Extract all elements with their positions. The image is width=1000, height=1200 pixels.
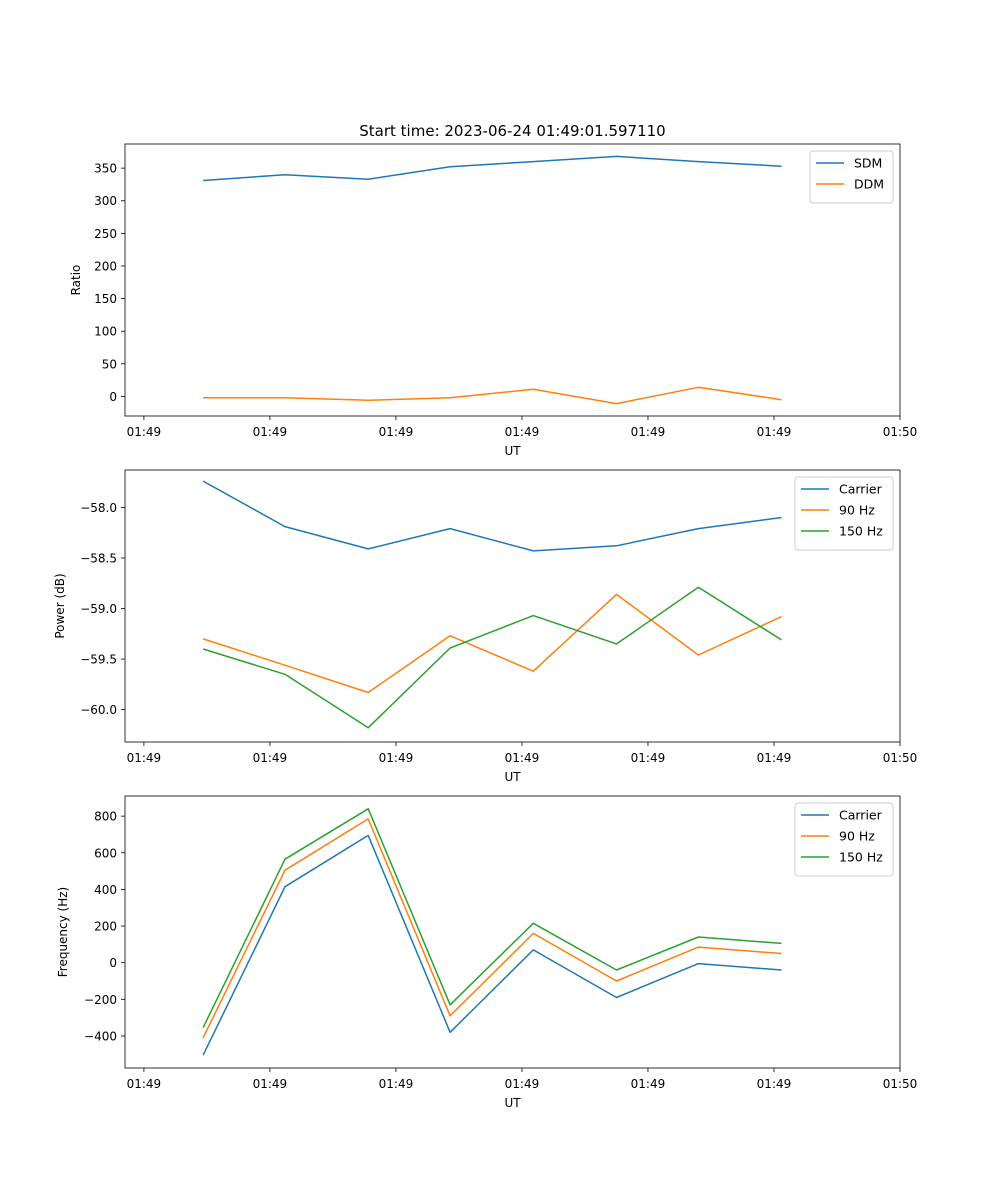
- series-line-90-hz: [202, 818, 782, 1039]
- x-tick-label: 01:49: [757, 751, 792, 765]
- legend-entry: 90 Hz: [839, 829, 875, 844]
- x-tick-label: 01:49: [631, 1077, 666, 1091]
- legend-entry: DDM: [854, 177, 884, 192]
- legend-entry: 90 Hz: [839, 503, 875, 518]
- x-tick-label: 01:49: [631, 751, 666, 765]
- series-line-carrier: [202, 834, 782, 1056]
- series-line-sdm: [203, 155, 782, 182]
- y-tick-label: −59.5: [80, 653, 117, 667]
- y-axis-label: Frequency (Hz): [56, 887, 70, 978]
- x-axis-label: UT: [504, 770, 521, 784]
- x-tick-label: 01:49: [127, 425, 162, 439]
- x-tick-label: 01:49: [631, 425, 666, 439]
- y-tick-label: −59.0: [80, 602, 117, 616]
- y-tick-label: −60.0: [80, 703, 117, 717]
- y-tick-label: 50: [102, 357, 117, 371]
- y-tick-label: −58.5: [80, 551, 117, 565]
- legend-entry: Carrier: [839, 482, 883, 497]
- x-tick-label: 01:49: [505, 751, 540, 765]
- y-tick-label: 600: [94, 846, 117, 860]
- x-tick-label: 01:49: [379, 425, 414, 439]
- chart-panel-3: 01:49 01:49 01:49 01:49 01:49 01:49 01:50 −400 −…: [56, 795, 918, 1110]
- y-tick-label: 150: [94, 292, 117, 306]
- y-tick-label: 350: [94, 162, 117, 176]
- series-line-90-hz: [202, 593, 782, 694]
- series-line-ddm: [203, 386, 782, 405]
- series-line-150-hz: [202, 586, 782, 729]
- axes-frame: [124, 795, 901, 1069]
- y-tick-label: −400: [84, 1029, 117, 1043]
- x-tick-label: 01:49: [253, 1077, 288, 1091]
- x-axis-label: UT: [504, 444, 521, 458]
- figure-title: Start time: 2023-06-24 01:49:01.597110: [359, 122, 665, 140]
- x-tick-label: 01:49: [127, 751, 162, 765]
- legend-entry: 150 Hz: [839, 524, 883, 539]
- axes-frame: [124, 469, 901, 743]
- y-tick-label: 200: [94, 259, 117, 273]
- y-tick-label: 400: [94, 883, 117, 897]
- legend: Carrier 90 Hz 150 Hz: [794, 802, 894, 877]
- axes-frame: [124, 143, 901, 417]
- legend-entry: Carrier: [839, 808, 883, 823]
- x-tick-label: 01:49: [253, 425, 288, 439]
- x-tick-label: 01:49: [505, 1077, 540, 1091]
- x-tick-label: 01:50: [883, 1077, 918, 1091]
- y-tick-label: 250: [94, 227, 117, 241]
- series-line-150-hz: [202, 808, 782, 1029]
- x-tick-label: 01:49: [127, 1077, 162, 1091]
- legend-box: [809, 150, 894, 204]
- x-tick-label: 01:50: [883, 425, 918, 439]
- x-tick-label: 01:49: [505, 425, 540, 439]
- legend: Carrier 90 Hz 150 Hz: [794, 476, 894, 551]
- x-tick-label: 01:50: [883, 751, 918, 765]
- x-tick-label: 01:49: [757, 1077, 792, 1091]
- x-tick-label: 01:49: [253, 751, 288, 765]
- y-axis-label: Power (dB): [53, 573, 67, 638]
- x-tick-label: 01:49: [757, 425, 792, 439]
- y-tick-label: −200: [84, 993, 117, 1007]
- legend-entry: SDM: [854, 156, 882, 171]
- x-tick-label: 01:49: [379, 751, 414, 765]
- y-tick-label: 200: [94, 920, 117, 934]
- x-axis-label: UT: [504, 1096, 521, 1110]
- y-tick-label: 100: [94, 325, 117, 339]
- y-tick-label: −58.0: [80, 501, 117, 515]
- y-tick-label: 0: [109, 956, 117, 970]
- y-tick-label: 0: [109, 390, 117, 404]
- y-tick-label: 300: [94, 194, 117, 208]
- legend-entry: 150 Hz: [839, 850, 883, 865]
- series-line-carrier: [202, 480, 782, 552]
- x-tick-label: 01:49: [379, 1077, 414, 1091]
- chart-panel-1: 01:49 01:49 01:49 01:49 01:49 01:49 01:50 0 50 10…: [69, 143, 918, 458]
- y-axis-label: Ratio: [69, 265, 83, 296]
- legend: SDM DDM: [809, 150, 894, 204]
- y-tick-label: 800: [94, 810, 117, 824]
- chart-panel-2: 01:49 01:49 01:49 01:49 01:49 01:49 01:50 −60.0…: [53, 469, 918, 784]
